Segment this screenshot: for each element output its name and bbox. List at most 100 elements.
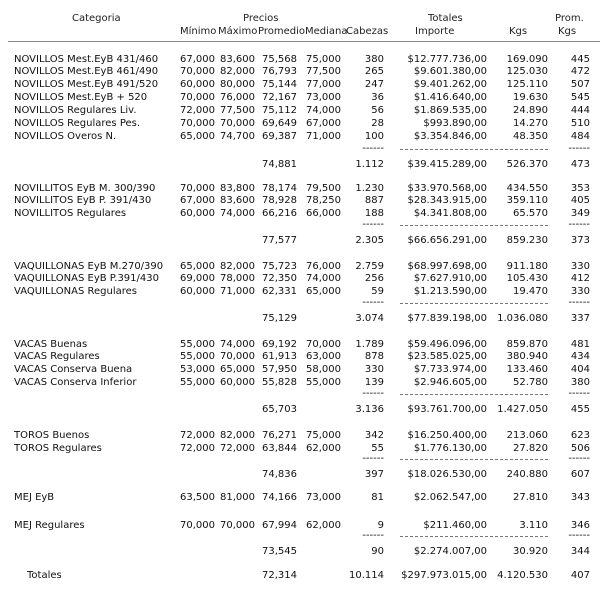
cell-kgs: 27.810 bbox=[513, 492, 548, 503]
cell-minimo: 70,000 bbox=[180, 66, 215, 77]
cell-prom-kgs: 507 bbox=[570, 79, 590, 90]
cell-importe: $9.601.380,00 bbox=[413, 66, 487, 77]
subtotal-dashes-prom-kgs: ------ bbox=[568, 453, 590, 464]
subtotal-kgs: 1.427.050 bbox=[497, 404, 548, 415]
cell-cabezas: 2.759 bbox=[355, 261, 384, 272]
cell-kgs: 169.090 bbox=[506, 54, 548, 65]
cell-maximo: 65,000 bbox=[220, 364, 255, 375]
cell-minimo: 55,000 bbox=[180, 339, 215, 350]
cell-promedio: 69,387 bbox=[262, 131, 297, 142]
cell-cabezas: 265 bbox=[364, 66, 384, 77]
cell-mediana: 73,000 bbox=[306, 492, 341, 503]
cell-promedio: 75,568 bbox=[262, 54, 297, 65]
cell-prom-kgs: 330 bbox=[570, 286, 590, 297]
cell-minimo: 63,500 bbox=[180, 492, 215, 503]
cell-minimo: 60,000 bbox=[180, 79, 215, 90]
subtotal-dashes-prom-kgs: ------ bbox=[568, 388, 590, 399]
cell-promedio: 76,271 bbox=[262, 430, 297, 441]
cell-minimo: 69,000 bbox=[180, 273, 215, 284]
cell-promedio: 78,928 bbox=[262, 195, 297, 206]
cell-kgs: 19.470 bbox=[513, 286, 548, 297]
cell-importe: $28.343.915,00 bbox=[407, 195, 487, 206]
cell-minimo: 67,000 bbox=[180, 54, 215, 65]
cell-promedio: 72,167 bbox=[262, 92, 297, 103]
subtotal-dashes-cabezas: ------ bbox=[362, 453, 384, 464]
cell-maximo: 81,000 bbox=[220, 492, 255, 503]
cell-mediana: 71,000 bbox=[306, 131, 341, 142]
cell-importe: $2.062.547,00 bbox=[413, 492, 487, 503]
cell-prom-kgs: 484 bbox=[570, 131, 590, 142]
subtotal-importe: $66.656.291,00 bbox=[407, 235, 487, 246]
subtotal-dashed-rule bbox=[400, 225, 548, 226]
subtotal-dashed-rule bbox=[400, 394, 548, 395]
row-category-name: NOVILLITOS EyB P. 391/430 bbox=[14, 195, 152, 206]
subtotal-cabezas: 90 bbox=[371, 546, 384, 557]
cell-cabezas: 330 bbox=[364, 364, 384, 375]
cell-promedio: 69,192 bbox=[262, 339, 297, 350]
cell-cabezas: 28 bbox=[371, 118, 384, 129]
cell-kgs: 859.870 bbox=[506, 339, 548, 350]
cell-kgs: 380.940 bbox=[506, 351, 548, 362]
subtotal-kgs: 240.880 bbox=[506, 469, 548, 480]
row-category-name: NOVILLOS Regulares Pes. bbox=[14, 118, 141, 129]
cell-cabezas: 56 bbox=[371, 105, 384, 116]
totals-prom-kgs: 407 bbox=[570, 570, 590, 581]
row-category-name: VACAS Conserva Buena bbox=[14, 364, 133, 375]
subtotal-promedio: 77,577 bbox=[262, 235, 297, 246]
cell-kgs: 14.270 bbox=[513, 118, 548, 129]
cell-prom-kgs: 353 bbox=[570, 183, 590, 194]
cell-prom-kgs: 330 bbox=[570, 261, 590, 272]
subtotal-prom-kgs: 373 bbox=[570, 235, 590, 246]
cell-prom-kgs: 444 bbox=[570, 105, 590, 116]
cell-cabezas: 878 bbox=[364, 351, 384, 362]
cell-importe: $12.777.736,00 bbox=[407, 54, 487, 65]
subtotal-promedio: 65,703 bbox=[262, 404, 297, 415]
cell-maximo: 74,000 bbox=[220, 208, 255, 219]
row-category-name: MEJ Regulares bbox=[14, 520, 85, 531]
cell-mediana: 58,000 bbox=[306, 364, 341, 375]
cell-minimo: 72,000 bbox=[180, 105, 215, 116]
subtotal-promedio: 73,545 bbox=[262, 546, 297, 557]
cell-prom-kgs: 404 bbox=[570, 364, 590, 375]
cell-maximo: 82,000 bbox=[220, 261, 255, 272]
row-category-name: NOVILLOS Mest.EyB 431/460 bbox=[14, 54, 159, 65]
subtotal-dashes-prom-kgs: ------ bbox=[568, 530, 590, 541]
subtotal-dashed-rule bbox=[400, 303, 548, 304]
row-category-name: TOROS Buenos bbox=[14, 430, 90, 441]
cell-importe: $33.970.568,00 bbox=[407, 183, 487, 194]
row-category-name: VAQUILLONAS EyB M.270/390 bbox=[14, 261, 164, 272]
cell-promedio: 69,649 bbox=[262, 118, 297, 129]
row-category-name: NOVILLITOS EyB M. 300/390 bbox=[14, 183, 156, 194]
cell-kgs: 24.890 bbox=[513, 105, 548, 116]
row-category-name: NOVILLITOS Regulares bbox=[14, 208, 127, 219]
row-category-name: NOVILLOS Overos N. bbox=[14, 131, 117, 142]
subtotal-prom-kgs: 455 bbox=[570, 404, 590, 415]
cell-maximo: 60,000 bbox=[220, 377, 255, 388]
row-category-name: TOROS Regulares bbox=[14, 443, 102, 454]
cell-importe: $2.946.605,00 bbox=[413, 377, 487, 388]
cell-kgs: 105.430 bbox=[506, 273, 548, 284]
cell-prom-kgs: 412 bbox=[570, 273, 590, 284]
cell-cabezas: 36 bbox=[371, 92, 384, 103]
header-kgs: Kgs bbox=[509, 26, 528, 37]
row-category-name: MEJ EyB bbox=[14, 492, 55, 503]
subtotal-prom-kgs: 607 bbox=[570, 469, 590, 480]
cell-promedio: 74,166 bbox=[262, 492, 297, 503]
cell-importe: $1.416.640,00 bbox=[413, 92, 487, 103]
header-totales: Totales bbox=[428, 13, 463, 24]
subtotal-cabezas: 3.074 bbox=[355, 313, 384, 324]
subtotal-dashes-cabezas: ------ bbox=[362, 143, 384, 154]
cell-promedio: 62,331 bbox=[262, 286, 297, 297]
cell-kgs: 911.180 bbox=[506, 261, 548, 272]
header-importe: Importe bbox=[415, 26, 455, 37]
cell-minimo: 70,000 bbox=[180, 183, 215, 194]
cell-mediana: 75,000 bbox=[306, 430, 341, 441]
totals-kgs: 4.120.530 bbox=[497, 570, 548, 581]
subtotal-prom-kgs: 473 bbox=[570, 159, 590, 170]
cell-promedio: 61,913 bbox=[262, 351, 297, 362]
cell-maximo: 78,000 bbox=[220, 273, 255, 284]
cell-prom-kgs: 445 bbox=[570, 54, 590, 65]
subtotal-dashes-prom-kgs: ------ bbox=[568, 219, 590, 230]
cell-mediana: 55,000 bbox=[306, 377, 341, 388]
subtotal-promedio: 75,129 bbox=[262, 313, 297, 324]
